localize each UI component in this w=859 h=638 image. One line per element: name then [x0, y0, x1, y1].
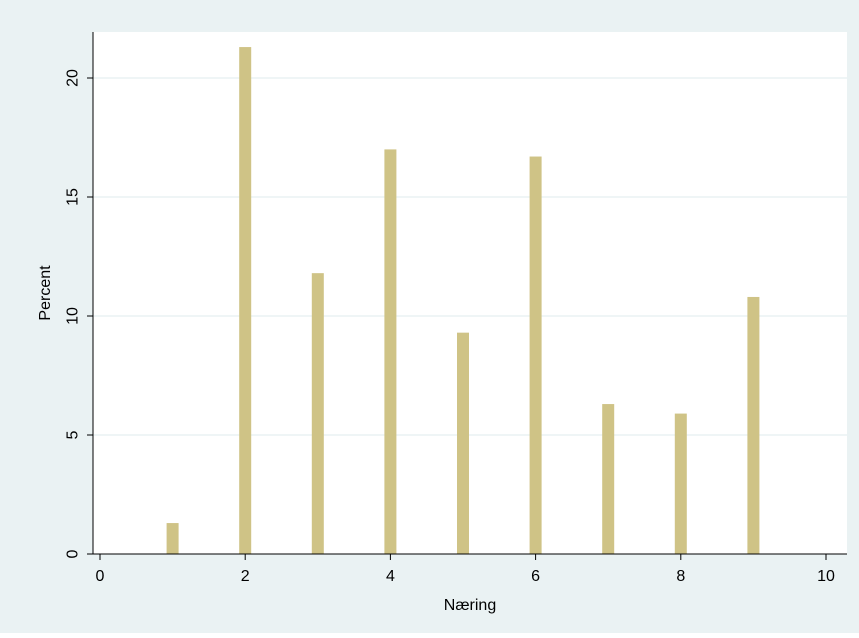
tick-labels: 0 2 4 6 8 10 0 5 10 15 20: [65, 69, 836, 585]
bar-x-6: [529, 156, 542, 555]
plot-area: [93, 32, 847, 554]
axes: [87, 32, 847, 560]
x-axis-title: Næring: [444, 597, 496, 614]
bar-x-1: [166, 523, 179, 554]
y-tick-label-20: 20: [65, 69, 82, 87]
bar-x-5: [457, 332, 469, 554]
bar-x-7: [602, 404, 615, 554]
bars: [166, 47, 760, 555]
x-tick-label-0: 0: [96, 568, 105, 585]
bar-x-9: [747, 296, 760, 554]
x-tick-label-6: 6: [531, 568, 540, 585]
y-tick-label-15: 15: [65, 188, 82, 206]
bar-x-3: [311, 273, 324, 554]
y-axis-title: Percent: [37, 265, 54, 321]
y-tick-label-0: 0: [65, 549, 82, 558]
x-tick-label-10: 10: [817, 568, 835, 585]
gridlines: [93, 77, 847, 436]
x-tick-label-8: 8: [676, 568, 685, 585]
x-tick-label-2: 2: [241, 568, 250, 585]
bar-x-8: [674, 413, 687, 554]
bar-x-2: [239, 47, 252, 555]
x-tick-label-4: 4: [386, 568, 395, 585]
bar-x-4: [384, 149, 397, 554]
y-tick-label-10: 10: [65, 307, 82, 325]
y-tick-label-5: 5: [65, 430, 82, 439]
